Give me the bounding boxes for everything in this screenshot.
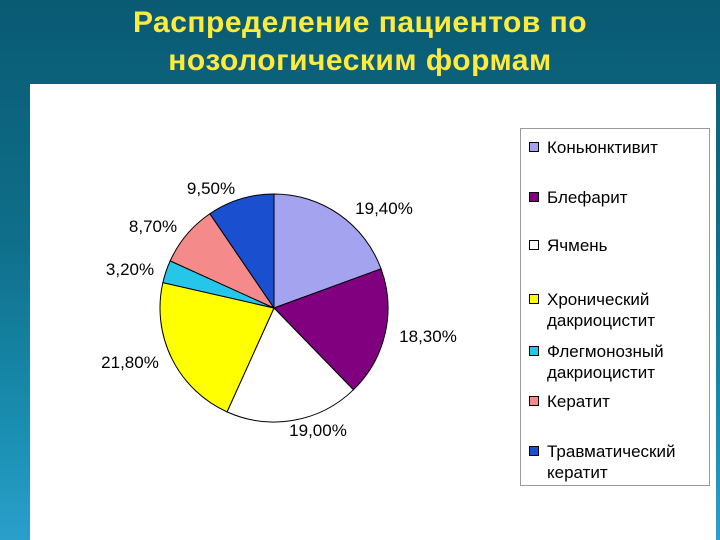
title-line-2: нозологическим формам — [168, 44, 552, 77]
chart-legend: Коньюнктивит Блефарит Ячмень Хронический дак… — [520, 128, 710, 486]
legend-label-line: Блефарит — [547, 188, 628, 207]
page-title: Распределение пациентов по нозологически… — [0, 4, 720, 80]
data-label-5: 3,20% — [106, 260, 154, 279]
pie-slice-2 — [273, 268, 389, 391]
legend-label-line: Коньюнктивит — [547, 138, 658, 157]
legend-label-line: дакриоцистит — [547, 363, 656, 382]
pie-slice-7 — [209, 193, 275, 310]
legend-label-line: Хронический — [547, 290, 650, 309]
legend-swatch-2 — [529, 192, 539, 202]
legend-swatch-4 — [529, 294, 539, 304]
legend-label-3: Ячмень — [547, 235, 707, 256]
legend-swatch-7 — [529, 446, 539, 456]
legend-swatch-5 — [529, 346, 539, 356]
legend-swatch-6 — [529, 396, 539, 406]
legend-label-line: дакриоцистит — [547, 311, 656, 330]
pie-slice-3 — [226, 307, 355, 423]
data-label-7: 9,50% — [187, 179, 235, 198]
title-line-1: Распределение пациентов по — [132, 6, 588, 39]
legend-label-6: Кератит — [547, 391, 707, 412]
legend-label-5: Флегмонозный дакриоцистит — [547, 341, 707, 383]
legend-label-line: Кератит — [547, 392, 610, 411]
data-label-1: 19,40% — [355, 199, 413, 218]
legend-label-line: Травматический — [547, 442, 676, 461]
legend-swatch-3 — [529, 240, 539, 250]
legend-label-line: кератит — [547, 463, 608, 482]
data-label-2: 18,30% — [399, 327, 457, 346]
legend-label-2: Блефарит — [547, 187, 707, 208]
legend-label-line: Ячмень — [547, 236, 608, 255]
data-label-4: 21,80% — [101, 353, 159, 372]
data-label-3: 19,00% — [289, 421, 347, 440]
legend-label-7: Травматический кератит — [547, 441, 707, 483]
legend-label-line: Флегмонозный — [547, 342, 664, 361]
pie-slice-1 — [273, 193, 382, 309]
legend-label-4: Хронический дакриоцистит — [547, 289, 707, 331]
pie-slice-4 — [159, 281, 275, 413]
legend-label-1: Коньюнктивит — [547, 137, 707, 158]
legend-swatch-1 — [529, 142, 539, 152]
data-label-6: 8,70% — [129, 217, 177, 236]
